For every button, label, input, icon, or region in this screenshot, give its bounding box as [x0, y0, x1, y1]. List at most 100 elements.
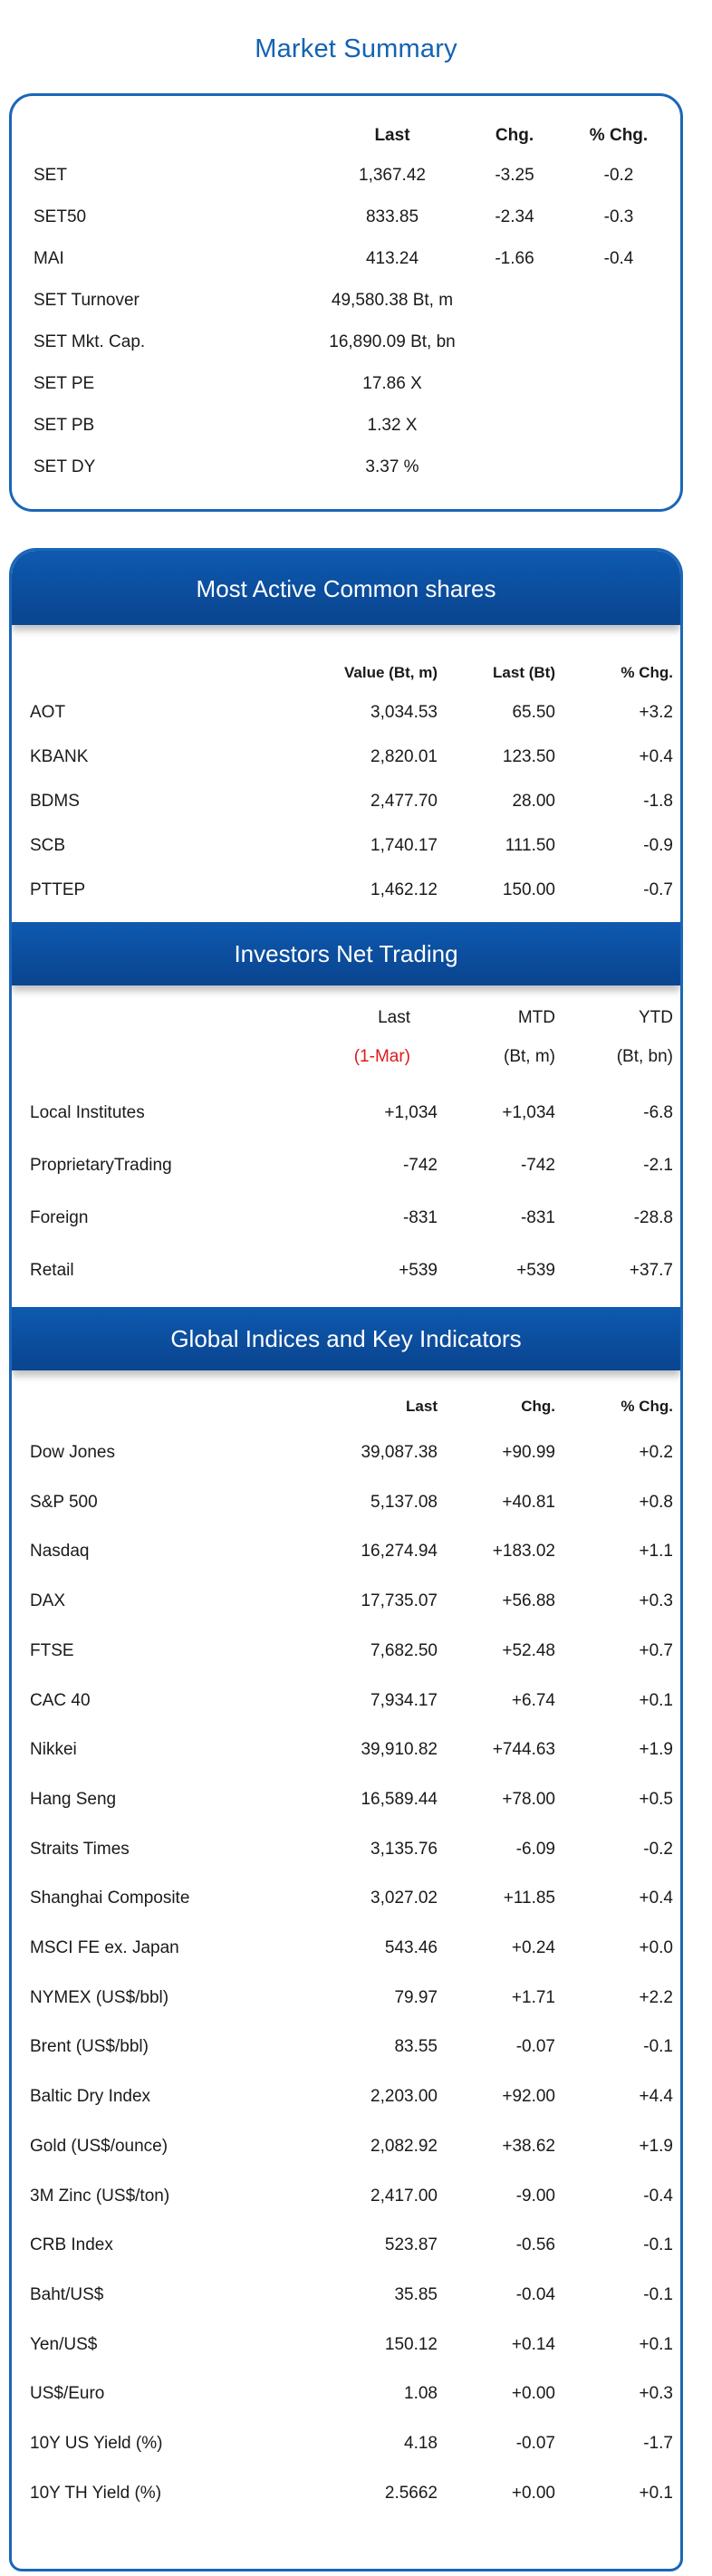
row-chg: +0.00	[511, 2483, 555, 2503]
row-last: 111.50	[505, 836, 555, 855]
row-last: 16,589.44	[361, 1789, 438, 1809]
header-chg: Chg.	[521, 1398, 555, 1415]
row-chg: -2.34	[495, 207, 534, 226]
row-last: 39,087.38	[361, 1443, 438, 1462]
row-last: 833.85	[365, 207, 419, 226]
table-row: SET 1,367.42 -3.25 -0.2	[12, 166, 680, 193]
row-chg: -1.66	[495, 249, 534, 268]
header-ytd: YTD	[639, 1008, 673, 1027]
table-row: CRB Index 523.87 -0.56 -0.1	[12, 2235, 680, 2263]
table-row: NYMEX (US$/bbl) 79.97 +1.71 +2.2	[12, 1988, 680, 2015]
header-mtd-unit: (Bt, m)	[504, 1047, 555, 1066]
row-chg: +56.88	[502, 1591, 555, 1611]
row-last: 7,682.50	[370, 1640, 438, 1660]
row-name: DAX	[30, 1591, 66, 1611]
row-last: 123.50	[502, 747, 555, 766]
row-name: Retail	[30, 1261, 74, 1280]
row-pct-chg: +1.9	[639, 1740, 673, 1760]
row-chg: +78.00	[502, 1789, 555, 1809]
table-row: AOT 3,034.53 65.50 +3.2	[12, 703, 680, 730]
header-value: Value (Bt, m)	[344, 664, 438, 681]
table-row: ProprietaryTrading -742 -742 -2.1	[12, 1156, 680, 1183]
row-last: 3.37 %	[365, 457, 419, 476]
row-name: Nikkei	[30, 1740, 77, 1760]
header-mtd: MTD	[517, 1008, 555, 1027]
header-pct-chg: % Chg.	[589, 126, 649, 145]
row-name: SCB	[30, 836, 66, 855]
row-name: Gold (US$/ounce)	[30, 2136, 168, 2156]
row-chg: +0.00	[511, 2384, 555, 2404]
global-indices-band: Global Indices and Key Indicators	[12, 1307, 680, 1370]
row-last: 2,203.00	[370, 2087, 438, 2107]
row-name: Hang Seng	[30, 1789, 117, 1809]
table-row: US$/Euro 1.08 +0.00 +0.3	[12, 2384, 680, 2411]
row-name: 10Y US Yield (%)	[30, 2434, 163, 2453]
investors-subheader: (1-Mar) (Bt, m) (Bt, bn)	[12, 1047, 680, 1074]
table-row: S&P 500 5,137.08 +40.81 +0.8	[12, 1493, 680, 1520]
row-name: Shanghai Composite	[30, 1889, 190, 1908]
market-summary-header: Last Chg. % Chg.	[12, 126, 680, 153]
row-pct-chg: +3.2	[639, 703, 673, 722]
table-row: Straits Times 3,135.76 -6.09 -0.2	[12, 1840, 680, 1867]
row-last: 39,910.82	[361, 1740, 438, 1760]
header-last: Last	[374, 126, 410, 145]
table-row: DAX 17,735.07 +56.88 +0.3	[12, 1591, 680, 1619]
row-name: Foreign	[30, 1208, 89, 1227]
row-last: 83.55	[394, 2037, 438, 2057]
table-row: 10Y US Yield (%) 4.18 -0.07 -1.7	[12, 2434, 680, 2461]
row-chg: +52.48	[502, 1640, 555, 1660]
row-name: CRB Index	[30, 2235, 113, 2255]
row-name: Brent (US$/bbl)	[30, 2037, 149, 2057]
row-pct-chg: -0.3	[603, 207, 634, 226]
row-pct-chg: -0.1	[643, 2037, 673, 2057]
row-name: US$/Euro	[30, 2384, 105, 2404]
row-last: 1,367.42	[359, 166, 426, 185]
market-summary-box: Last Chg. % Chg. SET 1,367.42 -3.25 -0.2 SET…	[9, 93, 683, 512]
row-chg: +744.63	[492, 1740, 555, 1760]
row-name: 10Y TH Yield (%)	[30, 2483, 162, 2503]
market-details-box: Most Active Common shares Value (Bt, m) …	[9, 548, 683, 2571]
table-row: CAC 40 7,934.17 +6.74 +0.1	[12, 1691, 680, 1718]
row-last: 1.32 X	[367, 416, 418, 435]
table-row: Local Institutes +1,034 +1,034 -6.8	[12, 1103, 680, 1130]
row-pct-chg: -1.8	[643, 792, 673, 811]
row-pct-chg: +0.5	[639, 1789, 673, 1809]
row-pct-chg: +4.4	[639, 2087, 673, 2107]
row-last: -831	[402, 1208, 438, 1227]
row-pct-chg: -0.2	[603, 166, 634, 185]
row-last: 5,137.08	[370, 1492, 438, 1512]
header-pct-chg: % Chg.	[621, 664, 673, 681]
table-row: Foreign -831 -831 -28.8	[12, 1208, 680, 1235]
row-chg: +40.81	[502, 1492, 555, 1512]
row-value: 2,477.70	[370, 792, 438, 811]
table-row: SET Turnover 49,580.38 Bt, m	[12, 291, 680, 318]
row-chg: -0.07	[515, 2037, 555, 2057]
row-mtd: -831	[520, 1208, 555, 1227]
table-row: MSCI FE ex. Japan 543.46 +0.24 +0.0	[12, 1938, 680, 1966]
row-name: Straits Times	[30, 1839, 130, 1859]
row-chg: +6.74	[511, 1690, 555, 1710]
header-ytd-unit: (Bt, bn)	[616, 1047, 673, 1066]
most-active-band: Most Active Common shares	[12, 551, 680, 625]
row-pct-chg: +0.0	[639, 1938, 673, 1957]
table-row: SET Mkt. Cap. 16,890.09 Bt, bn	[12, 332, 680, 360]
row-name: 3M Zinc (US$/ton)	[30, 2186, 170, 2206]
row-last: 3,027.02	[370, 1889, 438, 1908]
table-row: Baltic Dry Index 2,203.00 +92.00 +4.4	[12, 2087, 680, 2114]
table-row: Nasdaq 16,274.94 +183.02 +1.1	[12, 1542, 680, 1569]
row-chg: -0.04	[515, 2284, 555, 2304]
row-name: Baht/US$	[30, 2284, 104, 2304]
row-name: SET Turnover	[34, 291, 140, 310]
row-pct-chg: +0.3	[639, 2384, 673, 2404]
row-name: PTTEP	[30, 880, 86, 899]
row-chg: -9.00	[515, 2186, 555, 2206]
row-name: Dow Jones	[30, 1443, 115, 1462]
row-chg: +38.62	[502, 2136, 555, 2156]
row-mtd: -742	[520, 1156, 555, 1175]
row-last: 4.18	[404, 2434, 438, 2453]
row-last: 16,890.09 Bt, bn	[329, 332, 456, 351]
row-value: 1,740.17	[370, 836, 438, 855]
row-last: 79.97	[394, 1987, 438, 2007]
row-chg: -0.56	[515, 2235, 555, 2255]
row-last: 2,417.00	[370, 2186, 438, 2206]
